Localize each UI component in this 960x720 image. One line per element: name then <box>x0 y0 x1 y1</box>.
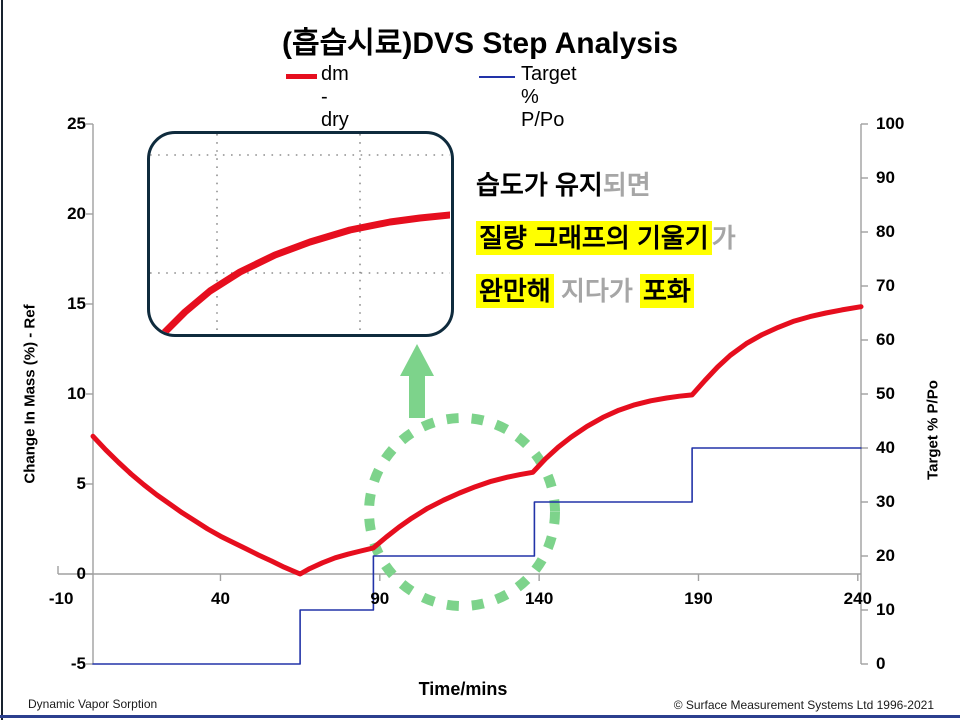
x-tick-label: 40 <box>211 589 230 608</box>
y-left-tick-label: -5 <box>70 654 86 673</box>
x-tick-label: 140 <box>524 589 554 608</box>
annotation-span: 완만해 <box>476 274 554 308</box>
x-tick-label: 90 <box>370 589 390 608</box>
y-right-tick-label: 50 <box>876 384 895 403</box>
annotation-span: 지다가 <box>553 276 640 306</box>
y-left-tick-label: 0 <box>76 564 86 583</box>
annotation-line: 완만해 지다가 포화 <box>476 274 694 308</box>
y-left-tick-label: 20 <box>67 204 86 223</box>
footer-right: © Surface Measurement Systems Ltd 1996-2… <box>673 698 934 712</box>
y-right-tick-label: 40 <box>876 438 895 457</box>
x-tick-label: 240 <box>843 589 872 608</box>
inset-box <box>147 131 454 337</box>
x-tick-label: 190 <box>684 589 713 608</box>
annotation-span: 포화 <box>639 274 694 308</box>
annotation-span: 되면 <box>602 170 651 200</box>
y-left-tick-label: 5 <box>76 474 86 493</box>
annotation-span: 가 <box>711 223 736 253</box>
legend-swatch-target <box>479 76 515 78</box>
inset-curve-svg <box>150 134 451 334</box>
bottom-border-line <box>0 715 960 718</box>
footer-left: Dynamic Vapor Sorption <box>28 697 158 711</box>
annotation-span: 습도가 유지 <box>476 170 603 200</box>
left-border-line <box>1 0 3 720</box>
y-right-tick-label: 20 <box>876 546 895 565</box>
y-right-tick-label: 0 <box>876 654 886 673</box>
y-left-tick-label: 25 <box>67 114 86 133</box>
y-right-tick-label: 30 <box>876 492 895 511</box>
target-axis-title: Target % P/Po <box>924 380 942 480</box>
y-right-tick-label: 70 <box>876 276 895 295</box>
mass-axis-title: Change In Mass (%) - Ref <box>21 304 39 484</box>
y-right-tick-label: 10 <box>876 600 895 619</box>
target-step-line <box>92 447 862 665</box>
zoom-arrow-tail <box>409 374 425 418</box>
annotation-line: 습도가 유지되면 <box>476 168 651 202</box>
mass-curve <box>90 304 864 577</box>
y-right-tick-label: 60 <box>876 330 895 349</box>
legend-label-dm-dry: dm - dry <box>321 63 349 131</box>
highlight-circle <box>364 413 560 611</box>
annotation-line: 질량 그래프의 기울기 가 <box>476 221 736 255</box>
time-axis-title: Time/mins <box>418 679 508 699</box>
annotation-span: 질량 그래프의 기울기 <box>476 221 712 255</box>
y-left-tick-label: 15 <box>67 294 86 313</box>
y-right-tick-label: 100 <box>876 114 905 133</box>
y-right-tick-label: 80 <box>876 222 895 241</box>
zoom-arrow-head <box>400 344 434 376</box>
x-tick-label: -10 <box>48 589 74 608</box>
legend-swatch-dm-dry <box>286 74 317 79</box>
legend-label-target: Target % P/Po <box>521 63 577 131</box>
y-left-tick-label: 10 <box>67 384 86 403</box>
page-title: (흡습시료)DVS Step Analysis <box>281 27 679 60</box>
inset-mass-curve <box>160 211 451 334</box>
y-right-tick-label: 90 <box>876 168 895 187</box>
